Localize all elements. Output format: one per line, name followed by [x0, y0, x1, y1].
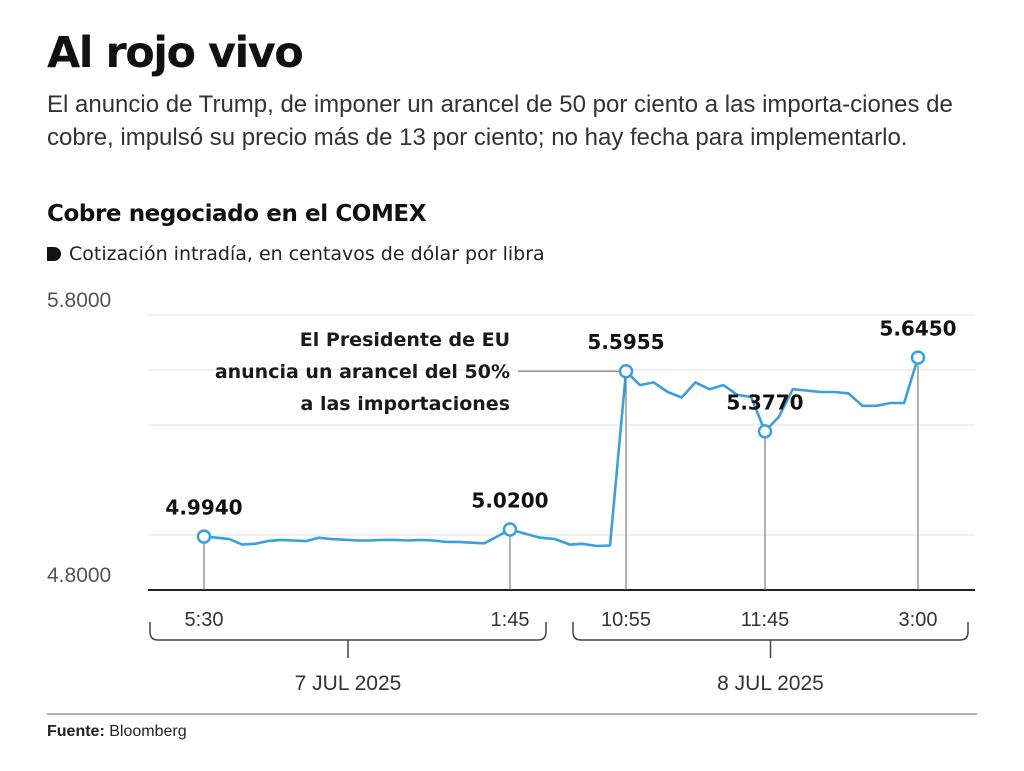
x-tick-label: 3:00 — [899, 609, 938, 631]
x-tick-label: 11:45 — [741, 609, 790, 631]
x-tick-label: 1:45 — [491, 609, 530, 631]
annotation-text: anuncia un arancel del 50% — [215, 361, 510, 383]
source-label: Fuente: — [47, 723, 105, 740]
date-group-label: 7 JUL 2025 — [295, 672, 402, 695]
page-subtitle: El anuncio de Trump, de imponer un aranc… — [47, 91, 953, 151]
annotation-text: El Presidente de EU — [300, 329, 510, 351]
y-tick-label: 5.8000 — [47, 289, 111, 312]
series-line — [203, 357, 920, 548]
x-tick-label: 5:30 — [185, 609, 224, 631]
data-point — [618, 363, 634, 379]
data-label: 5.3770 — [726, 390, 803, 414]
data-point — [757, 424, 773, 439]
data-label: 5.0200 — [471, 489, 548, 513]
legend-label: Cotización intradía, en centavos de dóla… — [69, 243, 545, 265]
source-name: Bloomberg — [109, 723, 187, 740]
y-tick-label: 4.8000 — [47, 564, 111, 587]
data-point — [502, 522, 518, 537]
source-note: Fuente: Bloomberg — [47, 723, 187, 741]
data-label: 5.6450 — [879, 317, 956, 341]
data-label: 5.5955 — [587, 330, 664, 354]
page-title: Al rojo vivo — [47, 28, 304, 78]
legend-marker-icon — [47, 247, 61, 261]
data-point — [196, 529, 212, 544]
chart-legend: Cotización intradía, en centavos de dóla… — [47, 243, 545, 265]
data-label: 4.9940 — [165, 496, 242, 520]
x-tick-label: 10:55 — [601, 609, 651, 631]
data-point — [910, 350, 926, 365]
date-group-label: 8 JUL 2025 — [717, 672, 824, 695]
annotation-text: a las importaciones — [301, 393, 510, 415]
chart-title: Cobre negociado en el COMEX — [47, 201, 427, 227]
